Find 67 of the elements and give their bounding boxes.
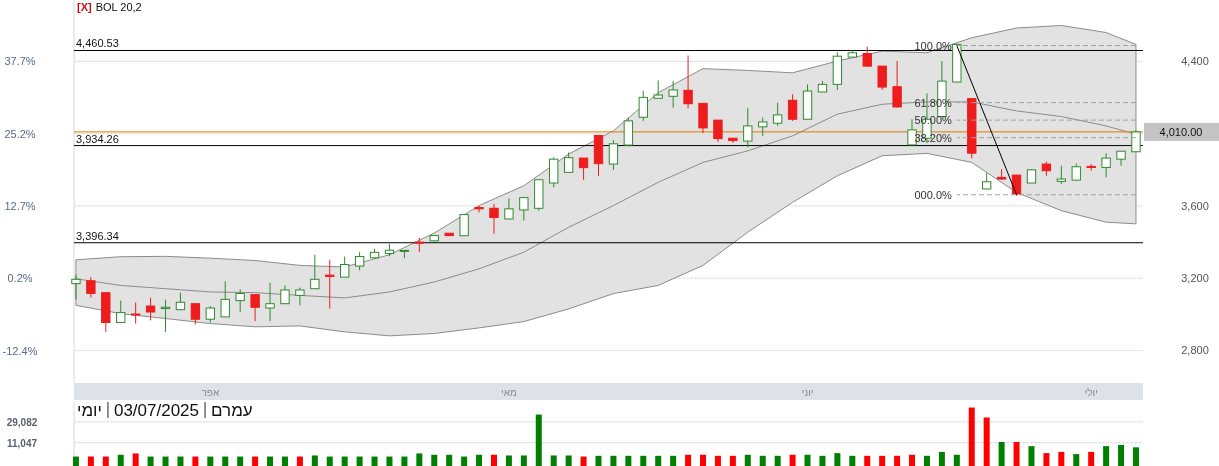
ref-line-label: 3,396.34 bbox=[76, 229, 119, 242]
ref-line-label: 3,934.26 bbox=[76, 132, 119, 145]
y2-tick-label: 25.2% bbox=[4, 127, 36, 140]
y2-tick-label: 12.7% bbox=[4, 199, 36, 212]
candlestick bbox=[325, 259, 335, 310]
candlestick bbox=[160, 299, 171, 333]
candlestick bbox=[1131, 129, 1141, 153]
ref-line-label: 4,460.53 bbox=[76, 37, 119, 50]
y-tick-label: 29,082 bbox=[6, 416, 38, 428]
candlestick bbox=[787, 93, 798, 122]
candlestick bbox=[772, 102, 783, 127]
ref-line-label: 4,010.00 bbox=[1159, 125, 1203, 138]
candlestick bbox=[563, 151, 574, 173]
y2-tick-label: -12.4% bbox=[2, 345, 38, 358]
candlestick bbox=[265, 282, 275, 322]
y-tick-label: 3,600 bbox=[1181, 199, 1209, 212]
candlestick bbox=[683, 54, 693, 109]
candlestick bbox=[668, 80, 678, 109]
candlestick bbox=[86, 276, 96, 299]
candlestick bbox=[758, 117, 768, 137]
candlestick bbox=[907, 118, 917, 146]
candlestick bbox=[145, 297, 156, 321]
candlestick bbox=[354, 251, 365, 271]
candlestick bbox=[578, 157, 589, 181]
x-tick-label: מאי bbox=[501, 387, 517, 398]
annotation: [X] bbox=[77, 1, 92, 13]
candlestick bbox=[549, 156, 559, 188]
annotation: 03/07/2025 bbox=[113, 401, 200, 420]
y2-tick-label: 37.7% bbox=[4, 55, 36, 68]
y-tick-label: 4,400 bbox=[1181, 55, 1209, 68]
candlestick bbox=[130, 302, 141, 325]
candlestick bbox=[743, 107, 753, 148]
candlestick bbox=[489, 203, 499, 235]
candlestick bbox=[280, 284, 290, 305]
candlestick bbox=[1056, 165, 1067, 185]
candlestick bbox=[340, 256, 350, 278]
candlestick bbox=[1011, 174, 1022, 197]
candlestick bbox=[474, 205, 484, 213]
annotation: BOL 20,2 bbox=[95, 1, 142, 13]
candlestick bbox=[295, 287, 305, 306]
x-tick-label: יוני bbox=[801, 387, 814, 398]
x-tick-label: יולי bbox=[1084, 387, 1098, 398]
x-tick-label: אפר bbox=[201, 387, 220, 398]
candlestick bbox=[638, 90, 648, 122]
candlestick bbox=[713, 119, 723, 143]
candlestick bbox=[235, 288, 245, 313]
y2-tick-label: 0.2% bbox=[7, 272, 33, 285]
candlestick bbox=[71, 274, 81, 300]
candlestick bbox=[892, 60, 902, 109]
candlestick bbox=[862, 46, 872, 68]
candlestick bbox=[1101, 152, 1111, 178]
candlestick bbox=[250, 294, 260, 322]
series-label: 50.00% bbox=[914, 114, 953, 127]
candlestick bbox=[310, 254, 320, 290]
candlestick bbox=[190, 303, 201, 325]
candlestick bbox=[220, 280, 230, 318]
series-label: 100.0% bbox=[914, 39, 953, 52]
annotation: יומי bbox=[77, 401, 102, 420]
candlestick bbox=[116, 300, 126, 323]
candlestick bbox=[877, 65, 887, 91]
y-tick-label: 11,047 bbox=[6, 437, 38, 449]
candlestick bbox=[504, 197, 514, 220]
candlestick bbox=[608, 139, 619, 171]
series-label: 000.0% bbox=[914, 188, 953, 201]
y-tick-label: 3,200 bbox=[1181, 272, 1209, 285]
y-tick-label: 2,800 bbox=[1181, 344, 1209, 357]
annotation: עמרם bbox=[211, 401, 253, 420]
